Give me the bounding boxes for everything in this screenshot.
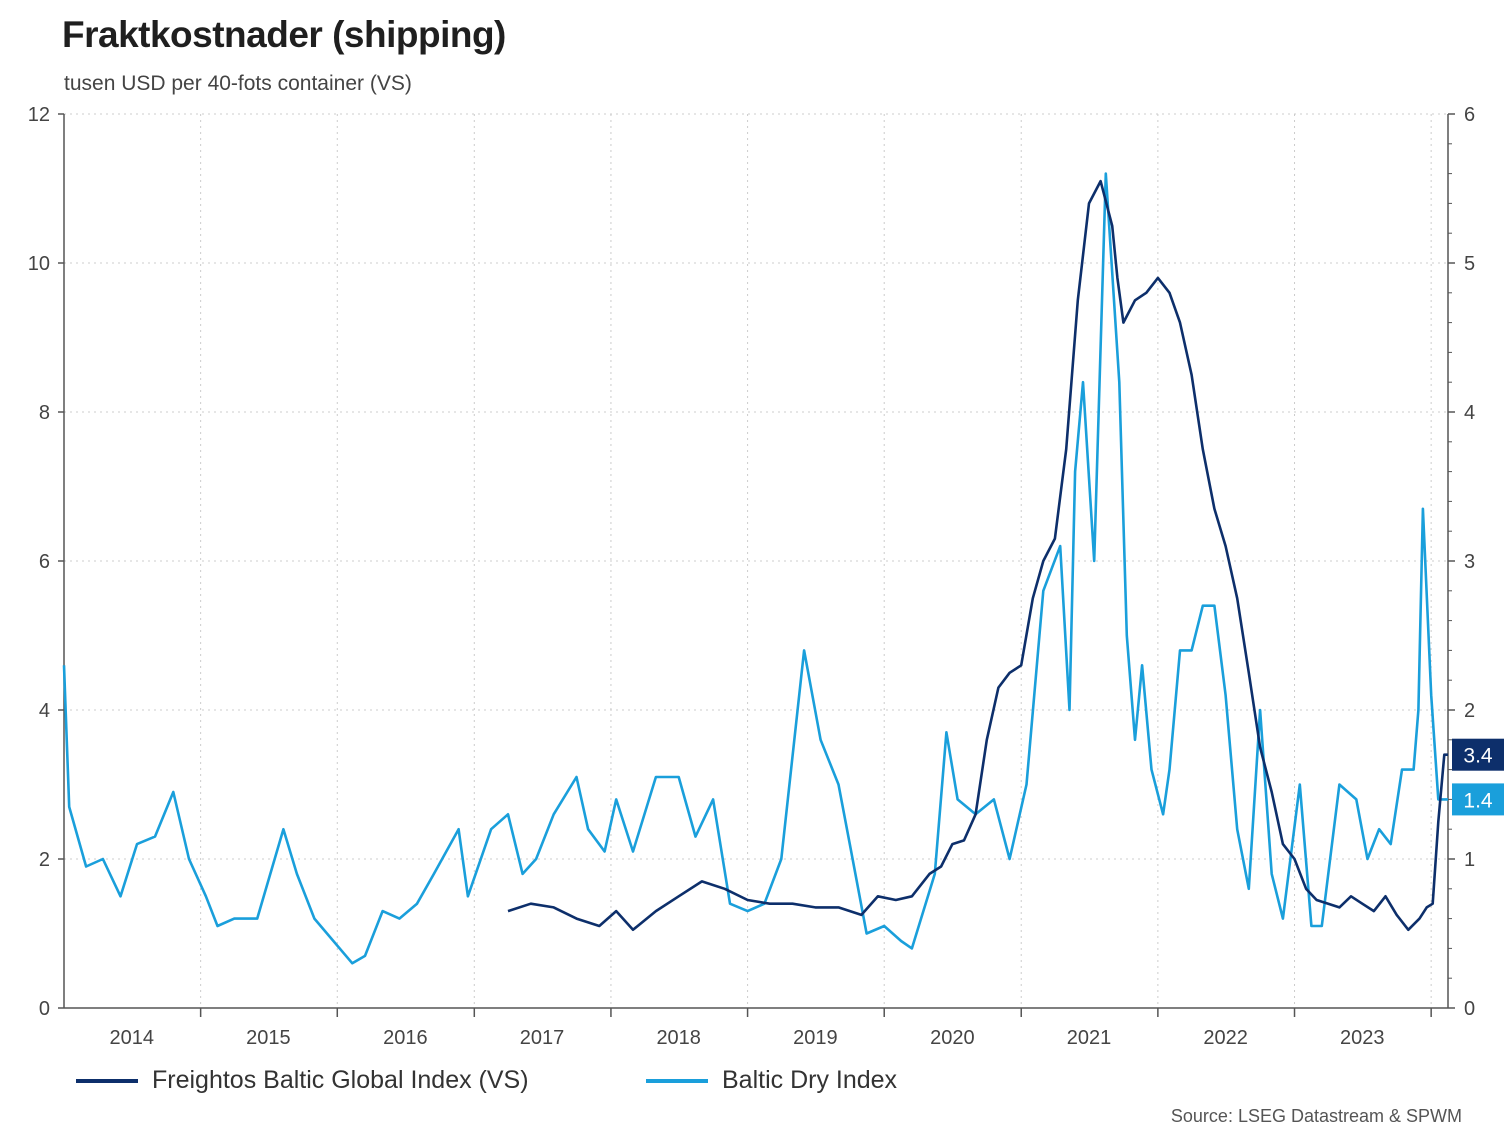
legend-label-fbx: Freightos Baltic Global Index (VS) [152, 1066, 529, 1094]
y-right-tick-label: 0 [1464, 998, 1475, 1020]
end-label-box [1452, 783, 1504, 816]
y-right-tick-label: 6 [1464, 104, 1475, 126]
x-tick-label: 2023 [1340, 1027, 1385, 1049]
end-value-labels: 3.4 1.4 [1452, 738, 1504, 816]
end-label-fbx: 3.4 [1452, 738, 1504, 771]
line-freightos-baltic-global-index [507, 179, 1448, 932]
legend-swatch-bdi [646, 1078, 708, 1083]
chart-subtitle: tusen USD per 40-fots container (VS) [64, 72, 412, 95]
y-right-tick-label: 2 [1464, 700, 1475, 722]
y-right-tick-label: 1 [1464, 849, 1475, 871]
y-left-tick-label: 8 [39, 402, 50, 424]
y-left-tick-label: 0 [39, 998, 50, 1020]
gridlines [64, 113, 1448, 1008]
x-tick-label: 2019 [793, 1027, 838, 1049]
x-tick-label: 2015 [246, 1027, 291, 1049]
x-tick-label: 2014 [110, 1027, 155, 1049]
x-tick-label: 2018 [656, 1027, 701, 1049]
y-right-tick-label: 4 [1464, 402, 1475, 424]
y-left-tick-label: 10 [28, 253, 50, 275]
x-tick-label: 2020 [930, 1027, 975, 1049]
y-left-tick-label: 6 [39, 551, 50, 573]
chart-title: Fraktkostnader (shipping) [62, 14, 506, 55]
legend-label-bdi: Baltic Dry Index [722, 1066, 898, 1094]
legend-item-fbx: Freightos Baltic Global Index (VS) [76, 1066, 529, 1095]
end-label-value: 3.4 [1463, 745, 1493, 768]
legend-item-bdi: Baltic Dry Index [646, 1066, 897, 1095]
x-tick-label: 2022 [1203, 1027, 1248, 1049]
end-label-box [1452, 738, 1504, 771]
y-right-tick-label: 5 [1464, 253, 1475, 275]
end-label-value: 1.4 [1463, 789, 1493, 812]
y-left-tick-label: 12 [28, 104, 50, 126]
x-tick-label: 2017 [520, 1027, 565, 1049]
line-baltic-dry-index [62, 172, 1448, 965]
y-left-tick-label: 4 [39, 700, 50, 722]
source-note: Source: LSEG Datastream & SPWM [1170, 1106, 1462, 1126]
legend-swatch-fbx [76, 1078, 138, 1083]
series-lines [62, 172, 1448, 965]
y-right-tick-label: 3 [1464, 551, 1475, 573]
end-label-bdi: 1.4 [1452, 783, 1504, 816]
x-tick-label: 2016 [383, 1027, 428, 1049]
y-left-tick-label: 2 [39, 849, 50, 871]
x-tick-label: 2021 [1067, 1027, 1112, 1049]
